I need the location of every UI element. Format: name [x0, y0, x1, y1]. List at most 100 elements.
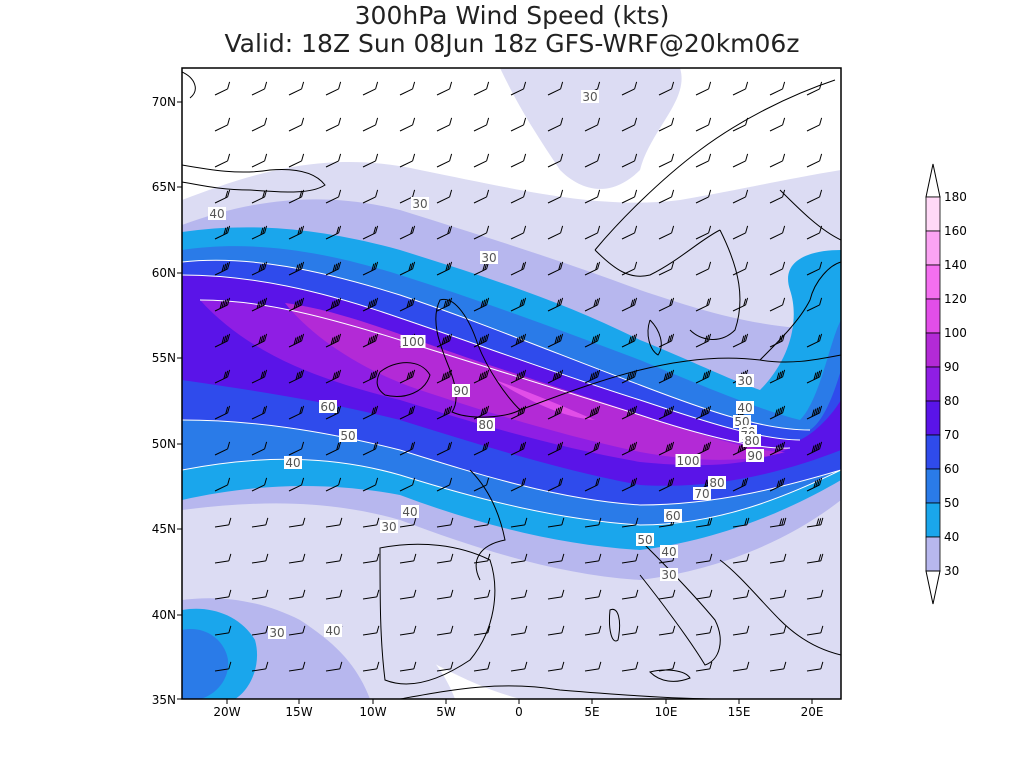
wind-barb	[473, 196, 487, 204]
wind-barb-flag	[669, 370, 673, 378]
wind-barb-flag	[332, 264, 336, 272]
colorbar-top-arrow	[925, 163, 941, 198]
wind-barb-flag	[783, 589, 787, 598]
wind-barb-flag	[597, 405, 601, 414]
wind-barb-flag	[779, 518, 783, 526]
wind-barb-flag	[336, 226, 340, 234]
wind-barb	[806, 560, 821, 564]
wind-barb-flag	[264, 261, 268, 270]
wind-barb	[732, 88, 746, 96]
wind-barb-flag	[598, 589, 602, 598]
wind-barb	[695, 376, 709, 384]
wind-barb-flag	[595, 334, 599, 342]
wind-barb	[436, 124, 450, 132]
wind-barb	[658, 560, 673, 564]
wind-barb-flag	[299, 226, 303, 234]
contour-label: 50	[340, 429, 355, 443]
wind-barb-flag	[708, 405, 712, 414]
wind-barb-flag	[665, 444, 669, 452]
wind-barb-flag	[630, 443, 634, 451]
wind-barb	[547, 524, 562, 528]
wind-barb	[325, 448, 339, 456]
wind-barb	[325, 376, 339, 384]
wind-barb	[844, 561, 858, 563]
wind-barb	[769, 340, 783, 348]
wind-barb-flag	[560, 333, 564, 342]
contour-line	[182, 259, 811, 431]
wind-barb	[362, 124, 376, 132]
wind-barb-flag	[816, 518, 820, 526]
wind-barb-flag	[262, 226, 266, 234]
wind-barb-flag	[708, 261, 712, 270]
wind-barb-flag	[301, 153, 305, 162]
wind-barb-flag	[815, 407, 819, 415]
wind-barb-flag	[412, 189, 416, 198]
colorbar-swatch	[925, 196, 941, 232]
wind-barb	[510, 124, 524, 132]
wind-barb	[325, 304, 339, 312]
wind-barb-flag	[265, 625, 269, 634]
wind-barb-flag	[561, 661, 565, 670]
wind-barb-flag	[517, 408, 521, 416]
wind-barb	[806, 340, 820, 348]
wind-barb	[658, 268, 672, 276]
wind-barb-flag	[704, 479, 708, 487]
wind-barb	[399, 196, 413, 204]
wind-barb-flag	[671, 225, 675, 234]
wind-barb	[584, 124, 598, 132]
wind-barb-flag	[591, 408, 595, 416]
wind-barb	[844, 89, 857, 95]
wind-barb-flag	[595, 262, 599, 270]
wind-barb	[214, 304, 228, 312]
wind-barb	[769, 484, 783, 492]
wind-barb-flag	[408, 371, 412, 379]
wind-barb	[214, 524, 229, 528]
contour-label-bg	[480, 251, 498, 264]
wind-barb	[658, 124, 672, 132]
wind-barb-flag	[523, 333, 527, 342]
wind-barb-flag	[334, 299, 338, 307]
wind-barb	[806, 632, 821, 636]
wind-barb	[325, 668, 340, 672]
wind-barb	[436, 88, 450, 96]
denmark-coast	[647, 319, 662, 356]
wind-barb-flag	[445, 371, 449, 379]
wind-barb-flag	[410, 226, 414, 234]
wind-barb	[214, 376, 228, 384]
wind-barb-flag	[302, 625, 306, 634]
wind-barb	[806, 124, 820, 132]
wind-barb-flag	[632, 478, 636, 486]
wind-barb	[547, 596, 562, 600]
wind-barb	[695, 340, 709, 348]
colorbar-label: 100	[944, 326, 967, 340]
contour-label: 30	[582, 90, 597, 104]
wind-barb	[732, 124, 746, 132]
wind-barb	[251, 196, 265, 204]
colorbar-swatch	[925, 502, 941, 538]
wind-barb	[844, 305, 857, 311]
wind-barb-flag	[260, 371, 264, 379]
wind-barb	[547, 484, 561, 492]
wind-barb-flag	[256, 301, 260, 309]
contour-label-bg	[324, 624, 342, 637]
wind-barb	[621, 668, 636, 672]
wind-barb-flag	[264, 189, 268, 198]
wind-barb-flag	[445, 407, 449, 415]
wind-barb-flag	[778, 479, 782, 487]
lon-label-5e: 5E	[584, 705, 599, 719]
wind-barb-flag	[523, 369, 527, 378]
wind-barb-flag	[858, 626, 860, 633]
wind-barb	[251, 340, 265, 348]
wind-barb-flag	[264, 405, 268, 414]
wind-barb	[510, 196, 524, 204]
wind-barb	[510, 668, 525, 672]
wind-barb-flag	[857, 442, 859, 449]
wind-barb	[658, 448, 672, 456]
wind-barb-flag	[745, 297, 749, 306]
wind-barb-flag	[375, 225, 379, 234]
wind-barb	[510, 412, 524, 420]
wind-barb-flag	[376, 517, 380, 526]
wind-barb	[658, 304, 672, 312]
wind-barb-flag	[445, 335, 449, 343]
contour-label: 100	[677, 454, 700, 468]
